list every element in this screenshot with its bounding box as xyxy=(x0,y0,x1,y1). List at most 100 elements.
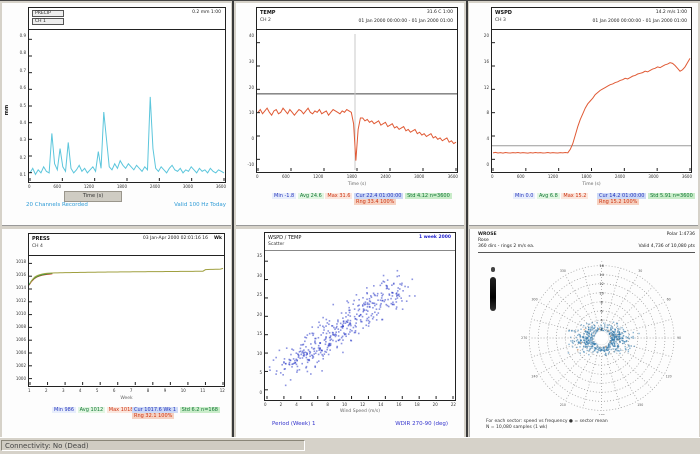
tick-label: 3600 xyxy=(215,184,226,189)
tick-label: 3600 xyxy=(681,174,692,179)
tick-label: 30 xyxy=(248,58,254,64)
status-message: Connectivity: No (Dead) xyxy=(1,440,305,451)
channel-id-label: CH 3 xyxy=(495,18,506,23)
press-x-axis-label: Week xyxy=(120,396,133,401)
scatter-footer-left-link[interactable]: Period (Week) 1 xyxy=(272,421,316,427)
tick-label: 1800 xyxy=(116,184,127,189)
press-x-ticks: 1 2 3 4 5 6 7 8 9 10 11 12 xyxy=(28,388,225,394)
stat-range: Rng 32.1 100% xyxy=(132,413,175,419)
tick-label: 600 xyxy=(516,174,525,179)
tick-label: 0.3 xyxy=(19,137,26,143)
scatter-footer-right-link[interactable]: WDIR 270-90 (deg) xyxy=(395,421,448,427)
scatter-plot-area[interactable] xyxy=(265,251,455,400)
temp-plot-area[interactable] xyxy=(257,30,457,172)
wspd-chart-header: WSPD CH 3 14.2 m/s 1:00 01 Jan 2000 00:0… xyxy=(492,8,691,30)
svg-text:150: 150 xyxy=(637,403,643,407)
panel-wspd: WSPD CH 3 14.2 m/s 1:00 01 Jan 2000 00:0… xyxy=(469,3,698,226)
rose-caption-1: For each sector: speed vs frequency ● = … xyxy=(486,419,608,424)
svg-text:30: 30 xyxy=(638,269,642,273)
temp-stats-legend-left: Min -1.8 Avg 24.6 Max 31.6 xyxy=(272,193,353,199)
press-stats-legend-right: Cur 1017.6 Wk 1 Std 6.2 n=168 Rng 32.1 1… xyxy=(132,407,231,419)
svg-text:60: 60 xyxy=(667,297,671,301)
svg-text:14: 14 xyxy=(599,273,604,277)
svg-text:270: 270 xyxy=(521,336,527,340)
press-header-unit: Wk xyxy=(214,236,222,241)
tick-label: 2400 xyxy=(149,184,160,189)
panel-scatter: WSPD / TEMP Scatter 1 week 2000 35 30 25 20… xyxy=(236,229,464,437)
wspd-stats-legend-left: Min 0.0 Avg 6.8 Max 15.2 xyxy=(513,193,589,199)
rose-config-label: 360 dirs - rings 2 m/s ea. xyxy=(478,244,535,249)
tick-label: 1016 xyxy=(15,272,26,277)
wspd-plot-area[interactable] xyxy=(492,30,691,172)
tick-label: 5 xyxy=(259,370,262,376)
tick-label: 2400 xyxy=(614,174,625,179)
precip-plot-area[interactable] xyxy=(29,30,225,182)
tick-label: 600 xyxy=(282,174,290,179)
wspd-stats-legend-right: Cur 14.2 01:00:00 Std 5.91 n=3600 Rng 15… xyxy=(597,193,698,205)
tick-label: 11 xyxy=(200,388,206,393)
scatter-y-ticks: 35 30 25 20 15 10 5 0 xyxy=(248,253,262,395)
scatter-x-axis-label: Wind Speed (m/s) xyxy=(339,409,381,414)
svg-text:12: 12 xyxy=(599,282,603,286)
tick-label: 2 xyxy=(279,402,283,407)
scatter-period-link[interactable]: 1 week 2000 xyxy=(418,235,451,240)
tick-label: 10 xyxy=(341,402,348,407)
rose-plot-area[interactable]: 2 4 6 8 10 12 14 160 30 60 90 120 150 180 210 240 270 300… xyxy=(508,261,688,415)
rose-scale-slider[interactable] xyxy=(490,277,496,311)
stat-std: Std 5.91 n=3600 xyxy=(648,193,695,199)
tick-label: 4 xyxy=(486,136,489,142)
rose-caption-2: N = 10,080 samples (1 wk) xyxy=(486,425,548,430)
stat-max: Max 1018 xyxy=(106,407,136,413)
temp-chart-frame: TEMP CH 2 31.6 C 1:00 01 Jan 2000 00:00:… xyxy=(256,7,458,173)
stat-current: Cur 1017.6 Wk 1 xyxy=(132,407,178,413)
rose-header: WROSE Polar 1:4736 Rose 360 dirs - rings… xyxy=(478,232,695,253)
precip-footer-left-link[interactable]: 20 Channels Recorded xyxy=(26,202,88,208)
tick-label: 600 xyxy=(53,184,61,189)
tick-label: 15 xyxy=(256,331,262,337)
tick-label: -10 xyxy=(247,161,254,167)
tick-label: 0.2 xyxy=(19,154,26,160)
channel-id-chip[interactable]: CH 1 xyxy=(32,18,64,25)
tick-label: 35 xyxy=(256,253,262,258)
wspd-chart-frame: WSPD CH 3 14.2 m/s 1:00 01 Jan 2000 00:0… xyxy=(491,7,692,173)
precip-channel-chips: PRECIP CH 1 xyxy=(32,10,64,26)
channel-name-chip[interactable]: PRECIP xyxy=(32,10,64,17)
stat-min: Min 0.0 xyxy=(513,193,536,199)
time-axis-label-box[interactable]: Time (s) xyxy=(64,191,122,202)
tick-label: 0.7 xyxy=(19,67,26,73)
press-plot-area[interactable] xyxy=(29,256,224,386)
tick-label: 20 xyxy=(483,33,489,38)
column-divider-1 xyxy=(232,1,234,439)
tick-label: 0.9 xyxy=(19,33,26,38)
wspd-header-value: 14.2 m/s 1:00 xyxy=(655,10,687,15)
stat-avg: Avg 24.6 xyxy=(297,193,324,199)
precip-chart-header: PRECIP CH 1 0.2 mm 1:00 xyxy=(29,8,225,30)
precip-x-ticks: 0 600 1200 1800 2400 3000 3600 xyxy=(28,184,226,190)
channel-name-label: PRESS xyxy=(32,236,50,242)
wspd-y-ticks: 20 16 12 8 4 0 xyxy=(475,33,489,167)
tick-label: 7 xyxy=(129,388,133,393)
tick-label: 0 xyxy=(256,174,259,179)
precip-footer-right-link[interactable]: Valid 100 Hz Today xyxy=(174,202,226,208)
svg-text:0: 0 xyxy=(601,261,603,263)
stat-std: Std 4.12 n=3600 xyxy=(405,193,452,199)
svg-text:210: 210 xyxy=(560,403,566,407)
stat-avg: Avg 6.8 xyxy=(537,193,560,199)
tick-label: 3600 xyxy=(447,174,458,179)
tick-label: 1200 xyxy=(547,174,558,179)
tick-label: 1002 xyxy=(15,363,26,368)
stat-std: Std 6.2 n=168 xyxy=(179,407,220,413)
panel-press: PRESS CH 4 03 Jan-Apr 2000 02:01:16 16 W… xyxy=(2,229,231,437)
tick-label: 1200 xyxy=(313,174,324,179)
tick-label: 0 xyxy=(259,389,262,395)
precip-chart-frame: PRECIP CH 1 0.2 mm 1:00 xyxy=(28,7,226,183)
tick-label: 40 xyxy=(248,33,254,38)
scatter-x-ticks: 0 2 4 6 8 10 12 14 16 18 20 22 xyxy=(264,402,456,408)
tick-label: 3 xyxy=(61,388,65,393)
tick-label: 1004 xyxy=(15,350,26,355)
stat-current: Cur 14.2 01:00:00 xyxy=(597,193,647,199)
tick-label: 1018 xyxy=(15,259,26,264)
press-chart-header: PRESS CH 4 03 Jan-Apr 2000 02:01:16 16 W… xyxy=(29,234,224,256)
tick-label: 12 xyxy=(219,388,225,393)
